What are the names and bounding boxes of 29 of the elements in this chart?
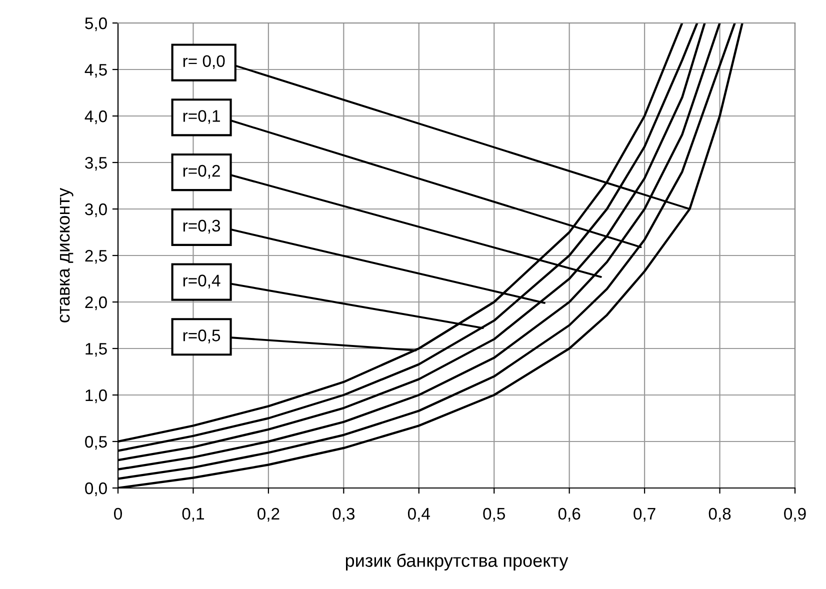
x-tick-label: 0,4 xyxy=(408,508,430,522)
y-tick-label: 0,0 xyxy=(85,482,107,496)
x-tick-label: 0,8 xyxy=(708,508,731,522)
y-tick-label: 0,5 xyxy=(85,436,107,450)
annotation: r=0,2 xyxy=(183,164,220,179)
x-tick-label: 0,3 xyxy=(332,508,355,522)
annotation: r=0,4 xyxy=(183,274,220,288)
y-tick-label: 2,5 xyxy=(85,250,107,264)
y-tick-label: 1,0 xyxy=(86,389,107,404)
y-tick-label: 2,0 xyxy=(85,296,107,310)
x-tick-label: 0,6 xyxy=(558,508,580,522)
y-tick-label: 5,0 xyxy=(85,17,107,32)
x-tick-label: 0 xyxy=(114,508,122,520)
annotation: r=0,1 xyxy=(183,110,220,124)
x-tick-label: 0,5 xyxy=(483,508,505,522)
y-tick-label: 4,0 xyxy=(84,110,107,124)
annotation: r=0,3 xyxy=(183,220,220,234)
x-tick-label: 0,2 xyxy=(258,508,280,522)
y-tick-label: 3,5 xyxy=(85,156,107,171)
x-tick-label: 0,1 xyxy=(182,508,204,522)
y-axis-title: ставка дисконту xyxy=(60,188,74,322)
annotation: r= 0,0 xyxy=(183,55,225,69)
x-tick-label: 0,9 xyxy=(784,508,806,522)
annotation: r=0,5 xyxy=(183,330,220,344)
y-tick-label: 1,5 xyxy=(86,343,107,357)
x-tick-label: 0,7 xyxy=(634,508,656,522)
y-tick-label: 4,5 xyxy=(84,64,107,78)
y-tick-label: 3,0 xyxy=(85,203,107,218)
x-axis-title: ризик банкрутства проекту xyxy=(346,554,568,571)
